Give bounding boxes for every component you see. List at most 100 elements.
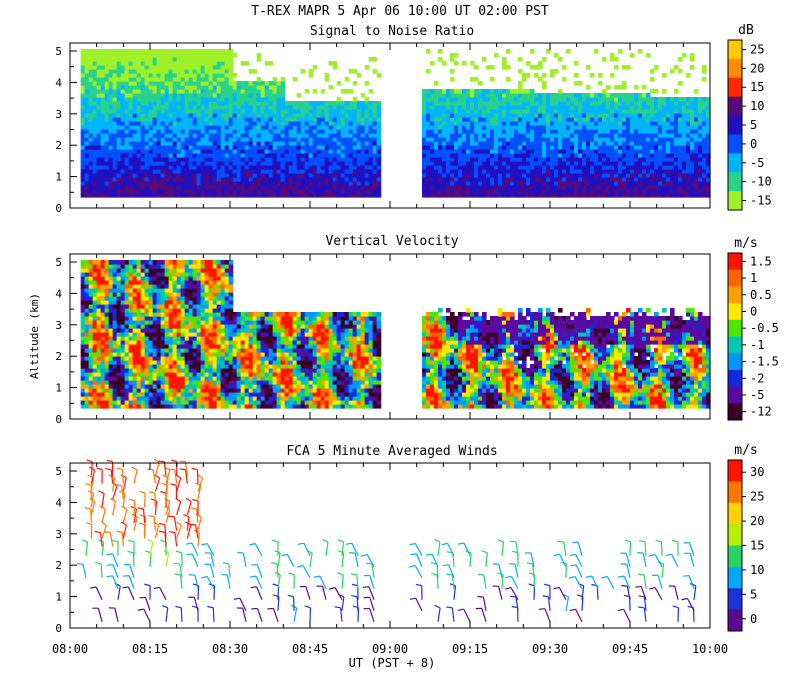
- heatmap-cell: [128, 296, 134, 301]
- heatmap-cell: [332, 145, 338, 150]
- heatmap-cell: [494, 177, 499, 182]
- heatmap-cell: [172, 157, 178, 162]
- heatmap-cell: [634, 129, 639, 134]
- heatmap-cell: [136, 125, 142, 130]
- heatmap-cell: [514, 109, 519, 114]
- heatmap-cell: [284, 165, 290, 170]
- heatmap-cell: [300, 149, 306, 154]
- heatmap-cell: [92, 264, 98, 269]
- heatmap-cell: [100, 308, 106, 313]
- heatmap-cell: [554, 193, 559, 198]
- heatmap-cell: [582, 101, 587, 106]
- heatmap-cell: [430, 113, 435, 118]
- heatmap-cell: [514, 101, 519, 106]
- heatmap-cell: [356, 113, 362, 118]
- heatmap-cell: [200, 177, 206, 182]
- heatmap-cell: [128, 368, 134, 373]
- heatmap-cell: [216, 109, 222, 114]
- heatmap-cell: [112, 376, 118, 381]
- heatmap-cell: [614, 57, 619, 62]
- heatmap-cell: [534, 109, 539, 114]
- heatmap-cell: [626, 161, 631, 166]
- heatmap-cell: [426, 161, 431, 166]
- heatmap-cell: [288, 117, 294, 122]
- heatmap-cell: [490, 189, 495, 194]
- heatmap-cell: [690, 169, 695, 174]
- heatmap-cell: [702, 129, 707, 134]
- heatmap-cell: [292, 125, 298, 130]
- heatmap-cell: [108, 85, 114, 90]
- heatmap-cell: [686, 109, 691, 114]
- heatmap-cell: [136, 97, 142, 102]
- heatmap-cell: [148, 61, 154, 66]
- heatmap-cell: [220, 157, 226, 162]
- heatmap-cell: [574, 173, 579, 178]
- heatmap-cell: [454, 125, 459, 130]
- heatmap-cell: [328, 133, 334, 138]
- heatmap-cell: [622, 113, 627, 118]
- heatmap-cell: [132, 388, 138, 393]
- heatmap-cell: [264, 101, 270, 106]
- heatmap-cell: [80, 276, 86, 281]
- heatmap-cell: [148, 145, 154, 150]
- heatmap-cell: [356, 101, 362, 106]
- heatmap-cell: [462, 101, 467, 106]
- heatmap-cell: [280, 165, 286, 170]
- heatmap-cell: [228, 81, 234, 86]
- heatmap-cell: [438, 57, 443, 62]
- heatmap-cell: [336, 169, 342, 174]
- heatmap-cell: [144, 137, 150, 142]
- heatmap-cell: [120, 125, 126, 130]
- heatmap-cell: [462, 153, 467, 158]
- heatmap-cell: [84, 137, 90, 142]
- heatmap-cell: [184, 157, 190, 162]
- heatmap-cell: [646, 173, 651, 178]
- heatmap-cell: [694, 157, 699, 162]
- heatmap-cell: [260, 133, 266, 138]
- heatmap-cell: [124, 336, 130, 341]
- heatmap-cell: [332, 113, 338, 118]
- heatmap-cell: [426, 193, 431, 198]
- heatmap-cell: [344, 141, 350, 146]
- heatmap-cell: [204, 161, 210, 166]
- heatmap-cell: [288, 121, 294, 126]
- heatmap-cell: [244, 193, 250, 198]
- heatmap-cell: [522, 137, 527, 142]
- heatmap-cell: [690, 125, 695, 130]
- heatmap-cell: [474, 185, 479, 190]
- heatmap-cell: [542, 113, 547, 118]
- heatmap-cell: [288, 137, 294, 142]
- heatmap-cell: [104, 157, 110, 162]
- heatmap-cell: [650, 117, 655, 122]
- heatmap-cell: [96, 332, 102, 337]
- heatmap-cell: [630, 117, 635, 122]
- heatmap-cell: [594, 97, 599, 102]
- heatmap-cell: [498, 149, 503, 154]
- heatmap-cell: [542, 129, 547, 134]
- heatmap-cell: [634, 141, 639, 146]
- heatmap-cell: [526, 145, 531, 150]
- heatmap-cell: [344, 125, 350, 130]
- heatmap-cell: [88, 165, 94, 170]
- heatmap-cell: [228, 145, 234, 150]
- heatmap-cell: [706, 157, 711, 162]
- heatmap-cell: [356, 153, 362, 158]
- heatmap-cell: [328, 157, 334, 162]
- heatmap-cell: [658, 149, 663, 154]
- heatmap-cell: [442, 61, 447, 66]
- heatmap-cell: [678, 101, 683, 106]
- heatmap-cell: [296, 133, 302, 138]
- heatmap-cell: [622, 193, 627, 198]
- heatmap-cell: [622, 125, 627, 130]
- heatmap-cell: [92, 181, 98, 186]
- heatmap-cell: [248, 85, 254, 90]
- heatmap-cell: [220, 65, 226, 70]
- heatmap-cell: [184, 73, 190, 78]
- heatmap-cell: [586, 121, 591, 126]
- heatmap-cell: [654, 157, 659, 162]
- heatmap-cell: [510, 137, 515, 142]
- heatmap-cell: [702, 165, 707, 170]
- heatmap-cell: [116, 276, 122, 281]
- heatmap-cell: [336, 173, 342, 178]
- heatmap-cell: [522, 113, 527, 118]
